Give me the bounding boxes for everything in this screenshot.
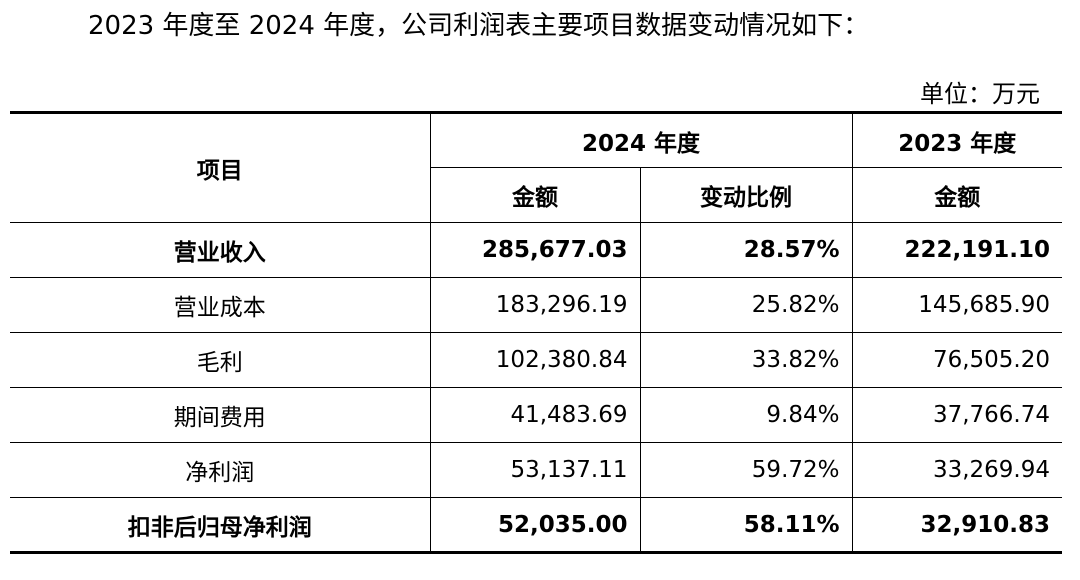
row-amount-2024: 52,035.00 xyxy=(429,497,640,553)
row-change-ratio: 28.57% xyxy=(639,222,852,278)
row-amount-2023: 145,685.90 xyxy=(851,277,1062,333)
row-amount-2024: 183,296.19 xyxy=(429,277,640,333)
row-amount-2023: 32,910.83 xyxy=(851,497,1062,553)
row-change-ratio: 25.82% xyxy=(639,277,852,333)
header-amount-2024: 金额 xyxy=(429,167,640,223)
row-change-ratio: 9.84% xyxy=(639,387,852,443)
row-amount-2024: 53,137.11 xyxy=(429,442,640,498)
row-item-name: 营业成本 xyxy=(10,277,430,333)
row-amount-2024: 102,380.84 xyxy=(429,332,640,388)
row-item-name: 毛利 xyxy=(10,332,430,388)
header-row-years: 项目 2024 年度 2023 年度 xyxy=(10,112,1062,223)
row-change-ratio: 58.11% xyxy=(639,497,852,553)
intro-text: 2023 年度至 2024 年度，公司利润表主要项目数据变动情况如下： xyxy=(88,11,870,41)
header-item: 项目 xyxy=(10,112,430,223)
header-year-2024: 2024 年度 xyxy=(429,112,852,168)
table-row: 毛利 102,380.84 33.82% 76,505.20 xyxy=(10,332,1062,388)
header-year-2023: 2023 年度 xyxy=(851,112,1062,168)
table-row: 扣非后归母净利润 52,035.00 58.11% 32,910.83 xyxy=(10,497,1062,553)
row-item-name: 扣非后归母净利润 xyxy=(10,497,430,553)
row-amount-2023: 222,191.10 xyxy=(851,222,1062,278)
table-row: 净利润 53,137.11 59.72% 33,269.94 xyxy=(10,442,1062,498)
row-item-name: 期间费用 xyxy=(10,387,430,443)
row-amount-2023: 33,269.94 xyxy=(851,442,1062,498)
row-item-name: 净利润 xyxy=(10,442,430,498)
row-item-name: 营业收入 xyxy=(10,222,430,278)
unit-label: 单位：万元 xyxy=(920,80,1040,108)
row-change-ratio: 33.82% xyxy=(639,332,852,388)
row-amount-2024: 285,677.03 xyxy=(429,222,640,278)
row-amount-2024: 41,483.69 xyxy=(429,387,640,443)
row-amount-2023: 37,766.74 xyxy=(851,387,1062,443)
table-row: 期间费用 41,483.69 9.84% 37,766.74 xyxy=(10,387,1062,443)
header-change-ratio: 变动比例 xyxy=(639,167,852,223)
header-amount-2023: 金额 xyxy=(851,167,1062,223)
row-change-ratio: 59.72% xyxy=(639,442,852,498)
header-row-metrics: 金额 变动比例 金额 xyxy=(10,167,1062,223)
table-row: 营业成本 183,296.19 25.82% 145,685.90 xyxy=(10,277,1062,333)
income-statement-table: 项目 2024 年度 2023 年度 金额 变动比例 金额 营业收入 285,6… xyxy=(10,111,1062,554)
row-amount-2023: 76,505.20 xyxy=(851,332,1062,388)
table-row: 营业收入 285,677.03 28.57% 222,191.10 xyxy=(10,222,1062,278)
